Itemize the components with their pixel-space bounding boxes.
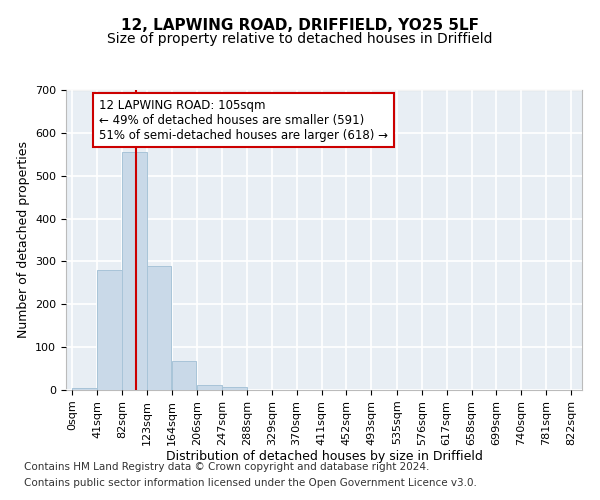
Bar <box>172 361 196 390</box>
Bar <box>72 388 97 390</box>
Text: Size of property relative to detached houses in Driffield: Size of property relative to detached ho… <box>107 32 493 46</box>
Text: Contains public sector information licensed under the Open Government Licence v3: Contains public sector information licen… <box>24 478 477 488</box>
Bar <box>122 152 146 390</box>
Text: 12, LAPWING ROAD, DRIFFIELD, YO25 5LF: 12, LAPWING ROAD, DRIFFIELD, YO25 5LF <box>121 18 479 32</box>
Bar <box>222 388 247 390</box>
Text: Contains HM Land Registry data © Crown copyright and database right 2024.: Contains HM Land Registry data © Crown c… <box>24 462 430 472</box>
X-axis label: Distribution of detached houses by size in Driffield: Distribution of detached houses by size … <box>166 450 482 464</box>
Bar <box>197 385 222 390</box>
Y-axis label: Number of detached properties: Number of detached properties <box>17 142 29 338</box>
Text: 12 LAPWING ROAD: 105sqm
← 49% of detached houses are smaller (591)
51% of semi-d: 12 LAPWING ROAD: 105sqm ← 49% of detache… <box>100 98 388 142</box>
Bar <box>97 270 122 390</box>
Bar <box>147 266 172 390</box>
